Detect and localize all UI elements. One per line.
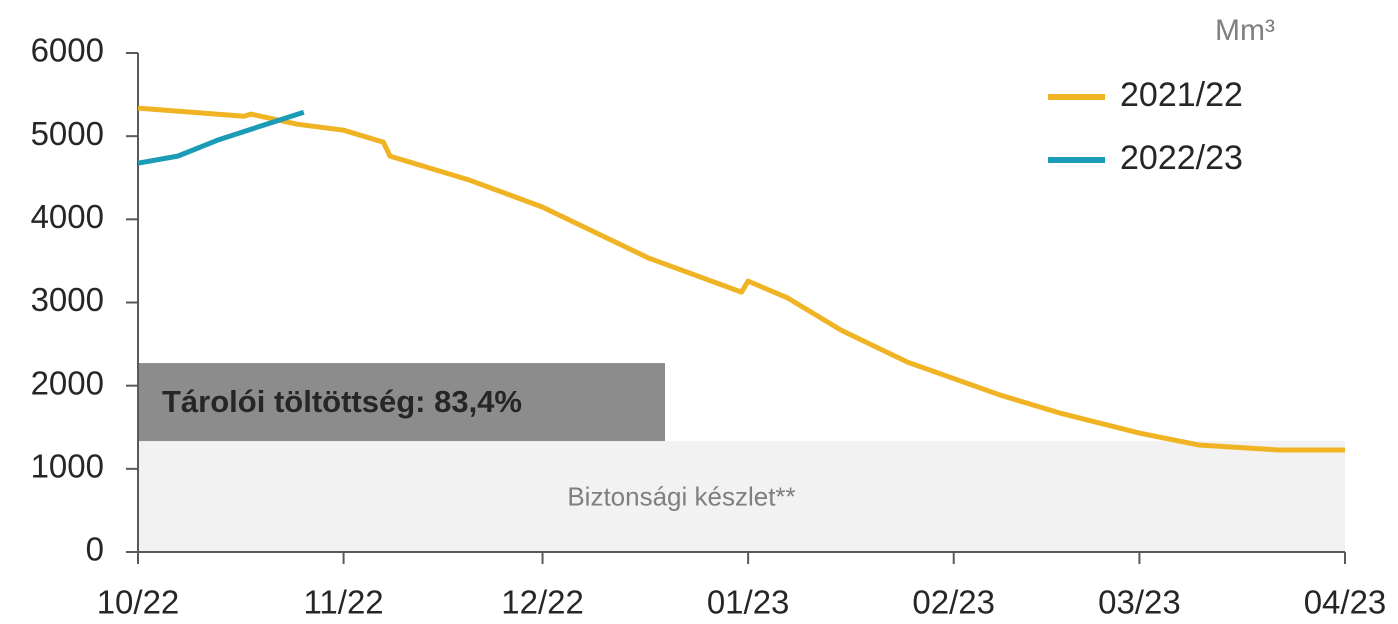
- y-tick-label: 4000: [31, 198, 104, 235]
- annotation: Tárolói töltöttség: 83,4%: [162, 384, 522, 419]
- band-label: Biztonsági készlet**: [567, 481, 795, 511]
- y-tick-label: 1000: [31, 448, 104, 485]
- x-tick-label: 10/22: [97, 584, 180, 621]
- series-line: [137, 105, 1345, 453]
- x-tick-label: 01/23: [707, 584, 790, 621]
- y-unit: Mm³: [1215, 14, 1275, 47]
- annotation-box: [138, 363, 665, 442]
- legend-label: 2022/23: [1120, 139, 1243, 177]
- series-line: [137, 109, 305, 166]
- y-tick-label: 5000: [31, 115, 104, 152]
- x-tick-label: 11/22: [304, 584, 384, 621]
- y-tick-label: 6000: [31, 32, 104, 69]
- y-tick-label: 2000: [31, 364, 104, 401]
- safety-band: [138, 441, 1345, 552]
- x-tick-label: 03/23: [1098, 584, 1181, 621]
- x-tick-label: 04/23: [1304, 584, 1387, 621]
- y-tick-label: 3000: [31, 281, 104, 318]
- y-tick-label: 0: [86, 531, 104, 568]
- legend-label: 2021/22: [1120, 76, 1243, 114]
- x-tick-label: 12/22: [501, 584, 584, 621]
- x-tick-label: 02/23: [912, 584, 995, 621]
